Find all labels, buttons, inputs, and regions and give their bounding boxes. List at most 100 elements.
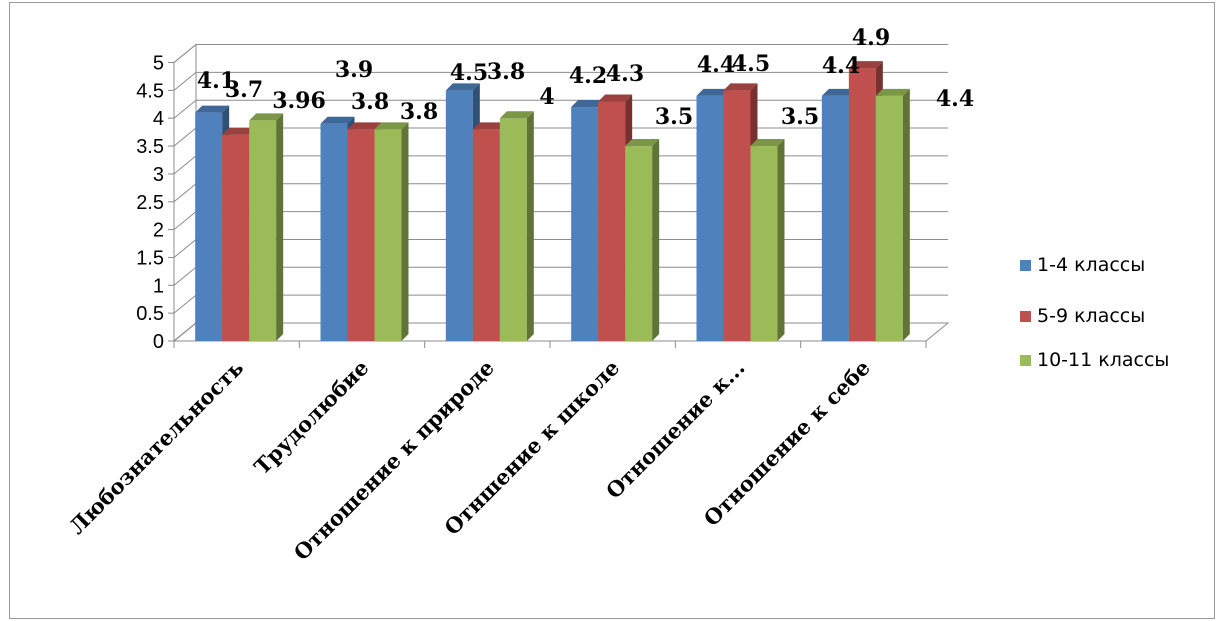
- bar-front: [750, 146, 778, 341]
- data-label: 4.4: [822, 53, 860, 79]
- x-tick-label: Любознательность: [64, 355, 248, 539]
- bar-side: [652, 139, 660, 341]
- bar-top: [472, 122, 507, 130]
- bar-top: [499, 111, 534, 119]
- data-label: 3.96: [272, 88, 326, 114]
- legend-item: 10-11 классы: [1020, 349, 1169, 371]
- x-tick-label: Отношение к природе: [289, 355, 499, 565]
- bar-top: [696, 88, 731, 96]
- bar-front: [320, 123, 348, 342]
- y-tick-label: 4.5: [136, 80, 164, 102]
- y-tick-label: 1: [153, 275, 164, 297]
- bar-front: [472, 129, 500, 341]
- bar-3-2: [374, 122, 409, 341]
- data-label: 3.5: [655, 104, 693, 130]
- data-label: 4.3: [606, 61, 644, 87]
- data-label: 4.2: [569, 63, 607, 89]
- bar-top: [821, 88, 856, 96]
- bar-side: [401, 122, 409, 341]
- bar-front: [445, 90, 473, 341]
- data-label: 4.5: [450, 60, 488, 86]
- bar-front: [625, 146, 653, 341]
- legend-item: 5-9 классы: [1020, 305, 1145, 327]
- bar-top: [750, 139, 785, 147]
- bar-top: [723, 83, 758, 91]
- bar-top: [195, 105, 230, 113]
- bar-front: [598, 101, 626, 342]
- x-tick-label: Отношение к...: [601, 355, 750, 504]
- legend-swatch: [1020, 355, 1031, 366]
- legend-label: 1-4 классы: [1037, 254, 1145, 276]
- y-tick-label: 3: [153, 164, 164, 186]
- y-tick-label: 2.5: [136, 192, 164, 214]
- bar-front: [347, 129, 375, 341]
- x-tick-label: Трудолюбие: [249, 355, 373, 479]
- bar-3-5: [750, 139, 785, 341]
- bar-front: [875, 95, 903, 341]
- data-label: 3.5: [781, 104, 819, 130]
- data-label: 3.9: [335, 57, 373, 83]
- y-tick-label: 0: [153, 331, 164, 353]
- bar-front: [249, 120, 277, 341]
- data-label: 3.8: [400, 99, 438, 125]
- bar-top: [347, 122, 382, 130]
- data-label: 4.9: [852, 25, 890, 51]
- data-label: 3.7: [225, 77, 263, 103]
- legend: 1-4 классы 5-9 классы 10-11 классы: [1020, 254, 1169, 371]
- bar-side: [902, 88, 910, 341]
- y-tick-label: 4: [153, 108, 164, 130]
- y-tick-label: 3.5: [136, 136, 164, 158]
- bar-front: [374, 129, 402, 341]
- bar-top: [875, 88, 910, 96]
- data-label: 4.1: [197, 68, 235, 94]
- bar-side: [777, 139, 785, 341]
- y-tick-label: 5: [153, 53, 164, 75]
- legend-label: 5-9 классы: [1037, 305, 1145, 327]
- bar-top: [249, 113, 284, 121]
- bar-front: [195, 112, 223, 341]
- bar-top: [598, 94, 633, 102]
- y-tick-label: 2: [153, 220, 164, 242]
- legend-swatch: [1020, 311, 1031, 322]
- axes: [168, 62, 927, 348]
- data-label: 4: [539, 84, 554, 110]
- bar-3-4: [625, 139, 660, 341]
- bar-front: [571, 107, 599, 341]
- bar-3-1: [249, 113, 284, 341]
- bar-top: [374, 122, 409, 130]
- data-label: 3.8: [351, 89, 389, 115]
- bar-2-3: [472, 122, 507, 341]
- data-label: 4.5: [732, 51, 770, 77]
- bars: [195, 61, 910, 342]
- bar-3-6: [875, 88, 910, 341]
- bar-top: [571, 100, 606, 108]
- bar-3-3: [499, 111, 534, 341]
- bar-top: [320, 116, 355, 124]
- bar-side: [526, 111, 534, 341]
- bar-top: [445, 83, 480, 91]
- bar-top: [222, 127, 257, 135]
- data-labels: 4.13.7 3.963.93.8 3.84.53.844.24.33.54.44.…: [197, 25, 974, 130]
- bar-side: [276, 113, 284, 341]
- data-label: 4.4: [936, 86, 974, 112]
- gridline: [173, 71, 948, 91]
- y-tick-label: 1.5: [136, 247, 164, 269]
- y-tick-labels: 0 0.5 1 1.5 2 2.5 3 3.5 4 4.5 5: [136, 53, 164, 354]
- bar-front: [696, 95, 724, 341]
- data-label: 4.4: [697, 52, 735, 78]
- bar-1-6: [821, 88, 856, 341]
- legend-swatch: [1020, 260, 1031, 271]
- legend-label: 10-11 классы: [1037, 349, 1169, 371]
- bar-front: [723, 90, 751, 341]
- bar-front: [499, 118, 527, 341]
- y-tick-label: 0.5: [136, 303, 164, 325]
- bar-top: [625, 139, 660, 147]
- data-label: 3.8: [487, 59, 525, 85]
- legend-item: 1-4 классы: [1020, 254, 1145, 276]
- bar-top: [848, 61, 883, 69]
- bar-front: [848, 68, 876, 341]
- bar-front: [821, 95, 849, 341]
- bar-front: [222, 134, 250, 341]
